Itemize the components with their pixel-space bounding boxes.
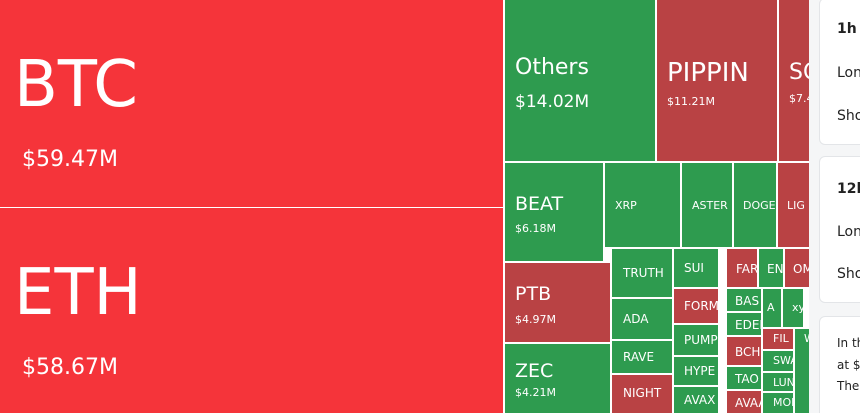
tile-label: ETH — [14, 256, 142, 330]
tile-value: $11.21M — [667, 95, 715, 108]
note-line: The — [837, 379, 860, 393]
tile[interactable]: BCH — [727, 337, 761, 365]
card-line: Lon — [837, 65, 860, 81]
tile[interactable]: OM — [785, 249, 809, 287]
tile-value: $4.21M — [515, 386, 556, 399]
card-title: 1h — [837, 21, 857, 37]
tile-label: BTC — [14, 48, 138, 122]
tile-label: ASTER — [692, 199, 728, 212]
tile-label: xy — [792, 301, 803, 314]
tile[interactable]: MOI — [763, 393, 793, 413]
tile[interactable]: TRUTH — [612, 249, 672, 297]
card: 12h Lon Sho — [819, 156, 860, 303]
tile[interactable]: BTC $59.47M — [0, 0, 503, 207]
tile[interactable]: HYPE — [674, 357, 718, 385]
tile-label: DOGE — [743, 199, 776, 212]
tile-label: XRP — [615, 199, 637, 212]
note-line: In th — [837, 336, 860, 350]
tile[interactable]: LIG — [778, 163, 809, 247]
tile-label: SWA — [773, 354, 793, 367]
side-panel: 1h Lon Sho 12h Lon Sho In th at $ The — [809, 0, 860, 413]
tile-label: ADA — [623, 312, 649, 326]
tile-value: $58.67M — [22, 355, 118, 380]
tile[interactable]: ASTER — [682, 163, 732, 247]
tile-label: MOI — [773, 396, 793, 409]
tile-label: BCH — [735, 345, 761, 359]
tile[interactable]: NIGHT — [612, 375, 672, 413]
tile-label: TRUTH — [623, 266, 664, 280]
card-line: Sho — [837, 266, 860, 282]
tile-label: W — [804, 332, 809, 345]
tile-label: TAO — [735, 372, 759, 386]
tile[interactable]: AVAX — [674, 387, 718, 413]
tile[interactable]: BAS — [727, 289, 761, 311]
tile[interactable]: FAR — [727, 249, 757, 287]
tile-label: HYPE — [684, 364, 716, 378]
tile[interactable]: RAVE — [612, 341, 672, 373]
card-line: Sho — [837, 108, 860, 124]
tile[interactable]: A — [763, 289, 781, 327]
tile[interactable]: Others $14.02M — [505, 0, 655, 161]
tile-label: SO — [789, 60, 809, 85]
tile-label: EN — [767, 262, 783, 276]
note-card: In th at $ The — [819, 316, 860, 413]
tile-label: FORM — [684, 299, 718, 313]
tile-label: Others — [515, 55, 589, 80]
tile-value: $59.47M — [22, 147, 118, 172]
tile[interactable]: PTB $4.97M — [505, 263, 610, 342]
tile[interactable]: xy — [783, 289, 803, 327]
tile[interactable]: ADA — [612, 299, 672, 339]
tile[interactable]: TAO — [727, 367, 761, 389]
tile-label: FIL — [773, 332, 789, 345]
tile[interactable]: ETH $58.67M — [0, 208, 503, 413]
tile-label: SUI — [684, 261, 704, 275]
tile-label: RAVE — [623, 350, 655, 364]
tile[interactable]: BEAT $6.18M — [505, 163, 603, 261]
card-line: Lon — [837, 224, 860, 240]
tile-label: BAS — [735, 294, 760, 308]
tile-label: A — [767, 301, 775, 314]
tile-value: $14.02M — [515, 92, 590, 112]
tile-label: BEAT — [515, 193, 564, 215]
tile-label: NIGHT — [623, 386, 662, 400]
tile[interactable]: FIL — [763, 329, 793, 349]
tile[interactable]: EDEN — [727, 313, 761, 335]
tile-value: $4.97M — [515, 313, 556, 326]
tile[interactable]: FORM — [674, 289, 718, 323]
tile[interactable]: SWA — [763, 351, 793, 371]
tile[interactable]: ZEC $4.21M — [505, 344, 610, 413]
tile-label: LUN — [773, 376, 793, 389]
tile[interactable]: PIPPIN $11.21M — [657, 0, 777, 161]
tile-label: LIG — [787, 199, 805, 212]
tile-value: $6.18M — [515, 222, 556, 235]
tile-label: PUMP — [684, 333, 718, 347]
tile[interactable]: W — [795, 329, 809, 413]
tile-label: FAR — [736, 262, 757, 276]
tile-label: PIPPIN — [667, 58, 749, 88]
tile-label: PTB — [515, 283, 552, 305]
tile-label: ZEC — [515, 360, 554, 382]
card-title: 12h — [837, 181, 860, 197]
tile[interactable]: DOGE — [734, 163, 776, 247]
tile-value: $7.4 — [789, 92, 809, 105]
card: 1h Lon Sho — [819, 0, 860, 145]
tile[interactable]: PUMP — [674, 325, 718, 355]
tile[interactable]: SUI — [674, 249, 718, 287]
tile[interactable]: LUN — [763, 373, 793, 391]
tile[interactable]: EN — [759, 249, 783, 287]
treemap: BTC $59.47M ETH $58.67M Others $14.02M PIPPIN $… — [0, 0, 809, 413]
tile-label: AVAX — [684, 393, 716, 407]
tile[interactable]: XRP — [605, 163, 680, 247]
tile-label: EDEN — [735, 318, 761, 332]
tile-label: OM — [793, 262, 809, 276]
note-line: at $ — [837, 358, 860, 372]
tile[interactable]: SO $7.4 — [779, 0, 809, 161]
